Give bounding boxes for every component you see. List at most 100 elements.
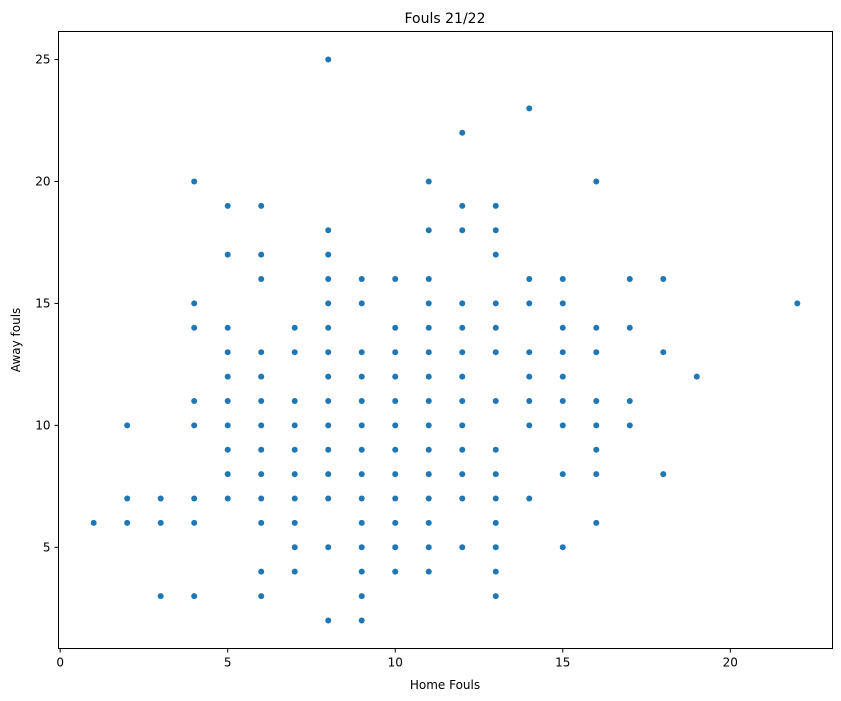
data-point xyxy=(492,471,499,478)
data-point xyxy=(291,349,298,356)
data-point xyxy=(526,300,533,307)
data-point xyxy=(258,495,265,502)
data-point xyxy=(425,495,432,502)
data-point xyxy=(291,471,298,478)
data-point xyxy=(224,349,231,356)
data-point xyxy=(358,373,365,380)
data-point xyxy=(459,495,466,502)
y-tick-label: 10 xyxy=(35,418,50,432)
data-point xyxy=(224,495,231,502)
data-point xyxy=(358,544,365,551)
data-point xyxy=(291,495,298,502)
data-point xyxy=(258,519,265,526)
data-point xyxy=(526,422,533,429)
data-point xyxy=(559,422,566,429)
data-point xyxy=(693,373,700,380)
data-point xyxy=(492,446,499,453)
data-point xyxy=(593,446,600,453)
data-point xyxy=(224,422,231,429)
data-point xyxy=(392,446,399,453)
data-point xyxy=(325,56,332,63)
data-point xyxy=(191,495,198,502)
data-point xyxy=(291,324,298,331)
data-point xyxy=(492,251,499,258)
data-point xyxy=(492,519,499,526)
data-point xyxy=(459,373,466,380)
data-point xyxy=(358,397,365,404)
data-point xyxy=(559,471,566,478)
data-point xyxy=(325,251,332,258)
data-point xyxy=(459,397,466,404)
data-point xyxy=(191,324,198,331)
data-point xyxy=(358,471,365,478)
data-point xyxy=(425,373,432,380)
data-point xyxy=(224,202,231,209)
data-point xyxy=(559,300,566,307)
data-point xyxy=(191,397,198,404)
data-point xyxy=(459,202,466,209)
points-layer xyxy=(90,56,801,624)
data-point xyxy=(626,397,633,404)
data-point xyxy=(559,373,566,380)
data-point xyxy=(258,422,265,429)
data-point xyxy=(626,276,633,283)
data-point xyxy=(794,300,801,307)
data-point xyxy=(392,324,399,331)
data-point xyxy=(492,397,499,404)
data-point xyxy=(191,178,198,185)
data-point xyxy=(593,422,600,429)
data-point xyxy=(660,349,667,356)
data-point xyxy=(392,471,399,478)
data-point xyxy=(325,446,332,453)
y-tick-label: 5 xyxy=(43,540,51,554)
data-point xyxy=(224,397,231,404)
data-point xyxy=(325,422,332,429)
data-point xyxy=(626,422,633,429)
data-point xyxy=(358,276,365,283)
data-point xyxy=(258,276,265,283)
data-point xyxy=(526,495,533,502)
data-point xyxy=(224,251,231,258)
data-point xyxy=(325,349,332,356)
data-point xyxy=(392,422,399,429)
data-point xyxy=(459,300,466,307)
data-point xyxy=(191,593,198,600)
data-point xyxy=(492,593,499,600)
data-point xyxy=(459,324,466,331)
data-point xyxy=(392,495,399,502)
data-point xyxy=(559,276,566,283)
data-point xyxy=(325,324,332,331)
data-point xyxy=(325,300,332,307)
data-point xyxy=(492,324,499,331)
data-point xyxy=(358,617,365,624)
data-point xyxy=(358,568,365,575)
data-point xyxy=(358,349,365,356)
y-axis: 5 10 15 20 25 xyxy=(35,53,59,554)
data-point xyxy=(559,349,566,356)
data-point xyxy=(157,495,164,502)
data-point xyxy=(325,471,332,478)
data-point xyxy=(258,446,265,453)
x-tick-label: 10 xyxy=(388,656,403,670)
data-point xyxy=(425,276,432,283)
x-axis-label: Home Fouls xyxy=(410,678,480,692)
data-point xyxy=(425,568,432,575)
data-point xyxy=(291,544,298,551)
data-point xyxy=(124,495,131,502)
data-point xyxy=(358,422,365,429)
data-point xyxy=(492,227,499,234)
data-point xyxy=(425,324,432,331)
data-point xyxy=(392,373,399,380)
y-tick-label: 15 xyxy=(35,296,50,310)
data-point xyxy=(291,446,298,453)
data-point xyxy=(191,300,198,307)
data-point xyxy=(224,471,231,478)
data-point xyxy=(425,397,432,404)
chart-title: Fouls 21/22 xyxy=(405,11,486,27)
x-tick-label: 20 xyxy=(723,656,738,670)
data-point xyxy=(425,300,432,307)
data-point xyxy=(492,568,499,575)
data-point xyxy=(358,300,365,307)
data-point xyxy=(593,324,600,331)
data-point xyxy=(358,446,365,453)
